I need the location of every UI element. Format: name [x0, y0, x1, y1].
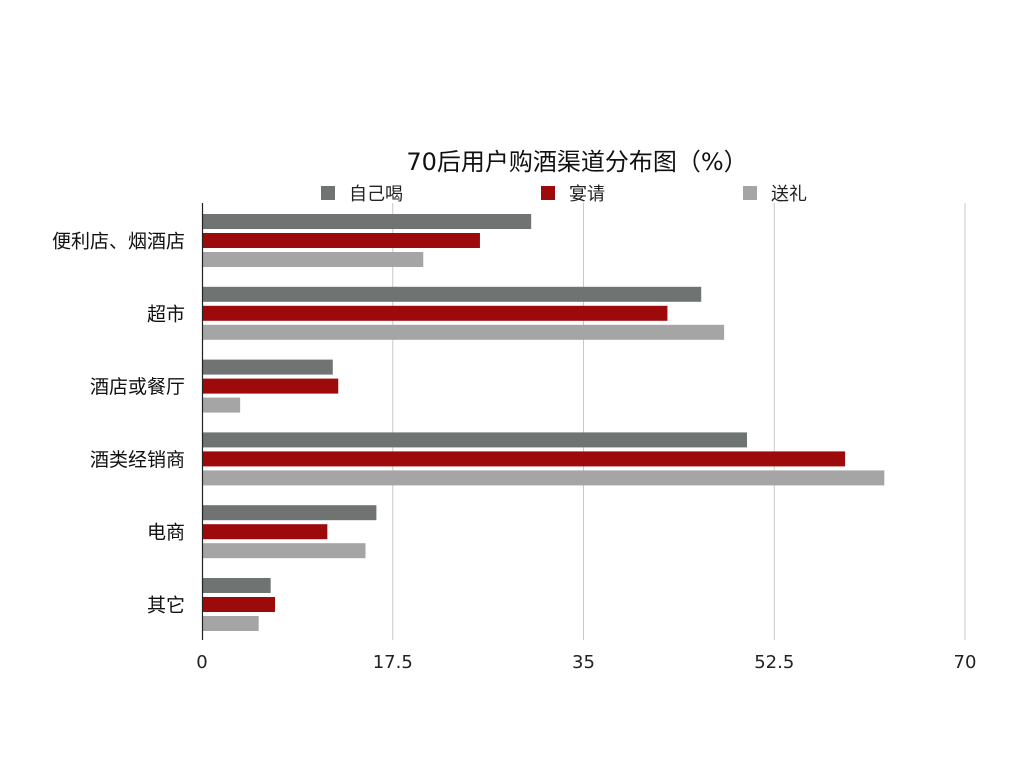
bar-2-1 — [203, 233, 480, 248]
x-tick-label: 35 — [572, 652, 595, 673]
legend-label: 宴请 — [569, 183, 605, 205]
legend-label: 送礼 — [771, 184, 807, 205]
x-tick-label: 52.5 — [754, 652, 794, 673]
chart-title: 70后用户购酒渠道分布图（%） — [406, 148, 747, 176]
bar-2-3 — [203, 378, 339, 394]
bar-1-2 — [203, 286, 702, 302]
x-tick-label: 70 — [954, 652, 977, 673]
bar-2-5 — [203, 524, 328, 540]
bar-3-5 — [203, 543, 366, 559]
x-tick-label: 17.5 — [373, 652, 413, 673]
legend-swatch — [321, 186, 335, 200]
category-label: 其它 — [147, 595, 185, 617]
legend-label: 自己喝 — [349, 184, 403, 205]
category-label: 酒店或餐厅 — [90, 376, 185, 398]
legend: 自己喝 宴请 送礼 — [321, 183, 807, 205]
legend-swatch — [541, 186, 555, 200]
bar-3-2 — [203, 324, 725, 340]
bar-2-2 — [203, 305, 668, 321]
bar-3-6 — [203, 616, 259, 631]
category-label: 酒类经销商 — [90, 449, 185, 471]
bar-1-1 — [203, 214, 532, 229]
bar-3-4 — [203, 470, 885, 486]
x-tick-label: 0 — [196, 652, 207, 673]
bar-1-6 — [203, 578, 271, 593]
bar-3-3 — [203, 397, 241, 413]
bar-1-4 — [203, 432, 747, 448]
x-tick-labels: 0 17.5 35 52.5 70 — [196, 652, 976, 673]
gridlines — [392, 203, 966, 640]
bar-2-6 — [203, 597, 276, 612]
category-label: 电商 — [147, 522, 185, 544]
bar-1-5 — [203, 505, 377, 521]
bars — [203, 214, 885, 631]
bar-2-4 — [203, 451, 846, 467]
bar-1-3 — [203, 359, 333, 375]
category-label: 超市 — [147, 303, 185, 325]
bar-3-1 — [203, 252, 424, 267]
legend-swatch — [743, 186, 757, 200]
category-label: 便利店、烟酒店 — [52, 231, 185, 253]
